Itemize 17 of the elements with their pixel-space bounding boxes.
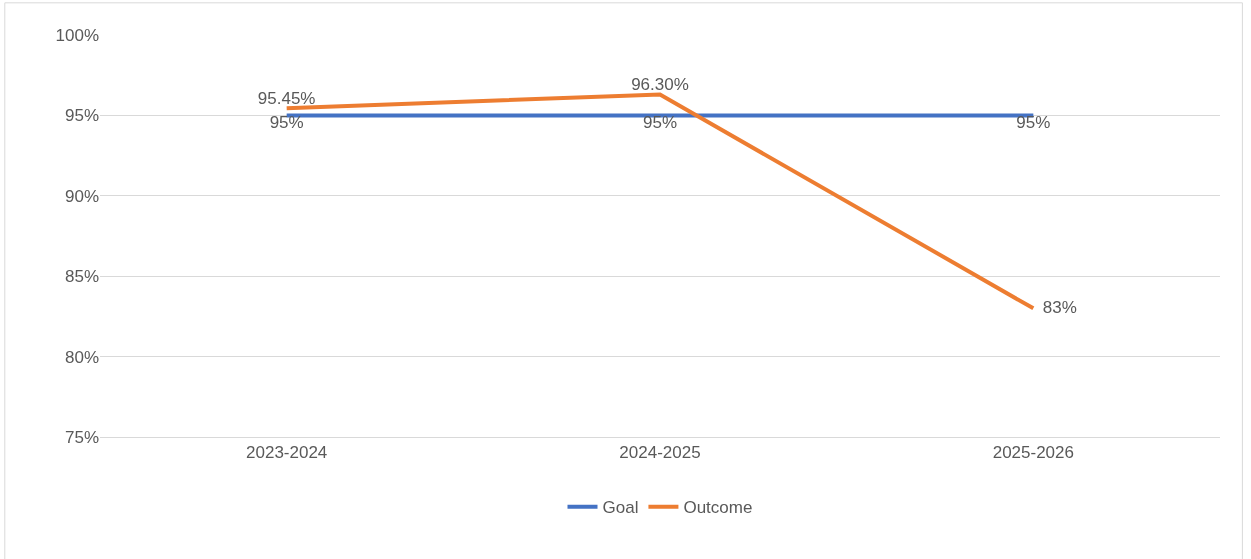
data-label: 95% [1016, 113, 1051, 133]
legend-label: Outcome [683, 498, 753, 518]
x-tick-label: 2024-2025 [619, 443, 701, 463]
data-label: 95.45% [257, 88, 316, 108]
data-label: 95% [642, 113, 678, 133]
data-label: 95% [269, 113, 304, 133]
y-tick-label: 75% [64, 427, 99, 447]
y-tick-label: 85% [64, 267, 99, 287]
y-tick-label: 100% [55, 25, 99, 45]
legend-label: Goal [602, 498, 639, 518]
data-label: 96.30% [631, 75, 689, 95]
data-label: 83% [1033, 297, 1077, 317]
x-tick-label: 2025-2026 [992, 443, 1074, 463]
y-tick-label: 80% [64, 347, 99, 367]
x-tick-label: 2023-2024 [246, 443, 328, 463]
y-tick-label: 90% [64, 186, 99, 206]
y-tick-label: 95% [64, 106, 99, 126]
